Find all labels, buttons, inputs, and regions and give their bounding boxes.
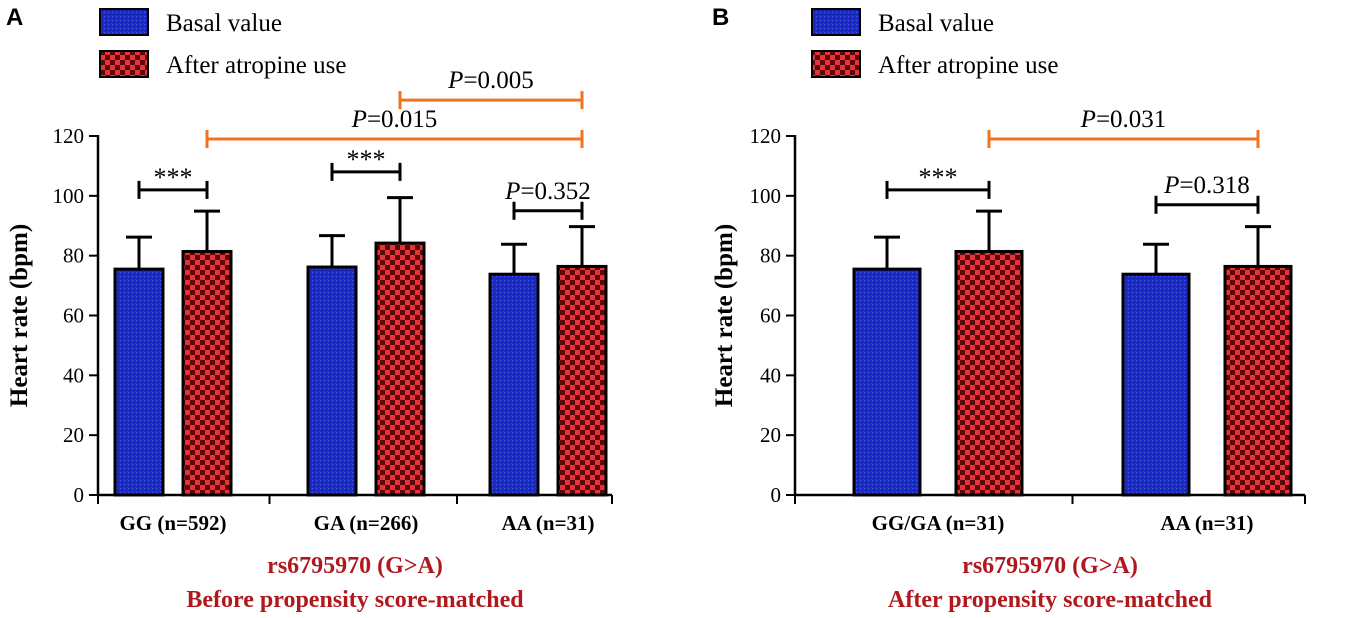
significance-bracket xyxy=(330,162,402,181)
y-tick-label: 60 xyxy=(63,304,84,328)
bar-atropine xyxy=(181,249,233,497)
x-axis-title-line: Before propensity score-matched xyxy=(186,587,524,613)
panel-b: B Basal value After atropine use 0 20 40 60 80 1… xyxy=(711,4,1306,613)
significance-stars: *** xyxy=(154,163,193,192)
legend-label: After atropine use xyxy=(878,52,1058,79)
legend-swatch xyxy=(811,50,861,78)
panel-a: A Basal value After atropine use 0 20 40 60 80 1… xyxy=(6,4,613,613)
significance-bracket xyxy=(205,129,584,148)
y-tick-label: 100 xyxy=(750,184,782,208)
y-tick-label: 120 xyxy=(53,124,85,148)
legend-swatch xyxy=(99,8,149,36)
y-axis-title: Heart rate (bpm) xyxy=(711,224,738,407)
panel-letter: A xyxy=(6,4,23,31)
y-tick-label: 80 xyxy=(63,244,84,268)
bar-basal xyxy=(852,267,922,497)
y-tick-label: 60 xyxy=(760,304,781,328)
y-tick-label: 40 xyxy=(760,363,781,387)
significance-stars: *** xyxy=(919,163,958,192)
p-value-label: P=0.352 xyxy=(504,178,591,205)
bar-basal xyxy=(488,272,540,497)
legend-label: Basal value xyxy=(878,10,994,37)
category-label: GG (n=592) xyxy=(119,511,226,535)
bar-atropine xyxy=(556,264,608,497)
y-tick-label: 40 xyxy=(63,363,84,387)
x-axis-title-line: After propensity score-matched xyxy=(888,587,1213,613)
y-tick-label: 100 xyxy=(53,184,85,208)
y-tick-label: 0 xyxy=(771,483,782,507)
p-value-label: P=0.031 xyxy=(1080,106,1167,133)
legend-label: Basal value xyxy=(166,10,282,37)
category-label: AA (n=31) xyxy=(1160,511,1253,535)
bar-atropine xyxy=(1223,264,1293,497)
y-tick-label: 120 xyxy=(750,124,782,148)
y-tick-label: 0 xyxy=(74,483,85,507)
significance-bracket xyxy=(137,180,209,199)
bar-atropine xyxy=(954,249,1024,497)
legend-swatch xyxy=(99,50,149,78)
p-value-label: P=0.015 xyxy=(351,106,438,133)
significance-bracket xyxy=(885,180,991,199)
significance-stars: *** xyxy=(347,145,386,174)
y-axis-title: Heart rate (bpm) xyxy=(6,224,33,407)
significance-bracket xyxy=(1154,195,1260,214)
category-label: GG/GA (n=31) xyxy=(872,511,1005,535)
category-label: GA (n=266) xyxy=(314,511,419,535)
significance-bracket xyxy=(398,91,584,110)
x-axis-title-line: rs6795970 (G>A) xyxy=(267,553,443,579)
bar-atropine xyxy=(374,241,426,497)
bar-basal xyxy=(113,267,165,497)
bar-basal xyxy=(1121,272,1191,497)
significance-bracket xyxy=(512,201,584,220)
legend-label: After atropine use xyxy=(166,52,346,79)
y-tick-label: 80 xyxy=(760,244,781,268)
panel-letter: B xyxy=(712,4,729,31)
y-tick-label: 20 xyxy=(760,423,781,447)
category-label: AA (n=31) xyxy=(501,511,594,535)
p-value-label: P=0.318 xyxy=(1163,172,1250,199)
x-axis-title-line: rs6795970 (G>A) xyxy=(962,553,1138,579)
bar-basal xyxy=(306,265,358,497)
p-value-label: P=0.005 xyxy=(447,67,534,94)
legend-swatch xyxy=(811,8,861,36)
y-tick-label: 20 xyxy=(63,423,84,447)
significance-bracket xyxy=(987,129,1260,148)
